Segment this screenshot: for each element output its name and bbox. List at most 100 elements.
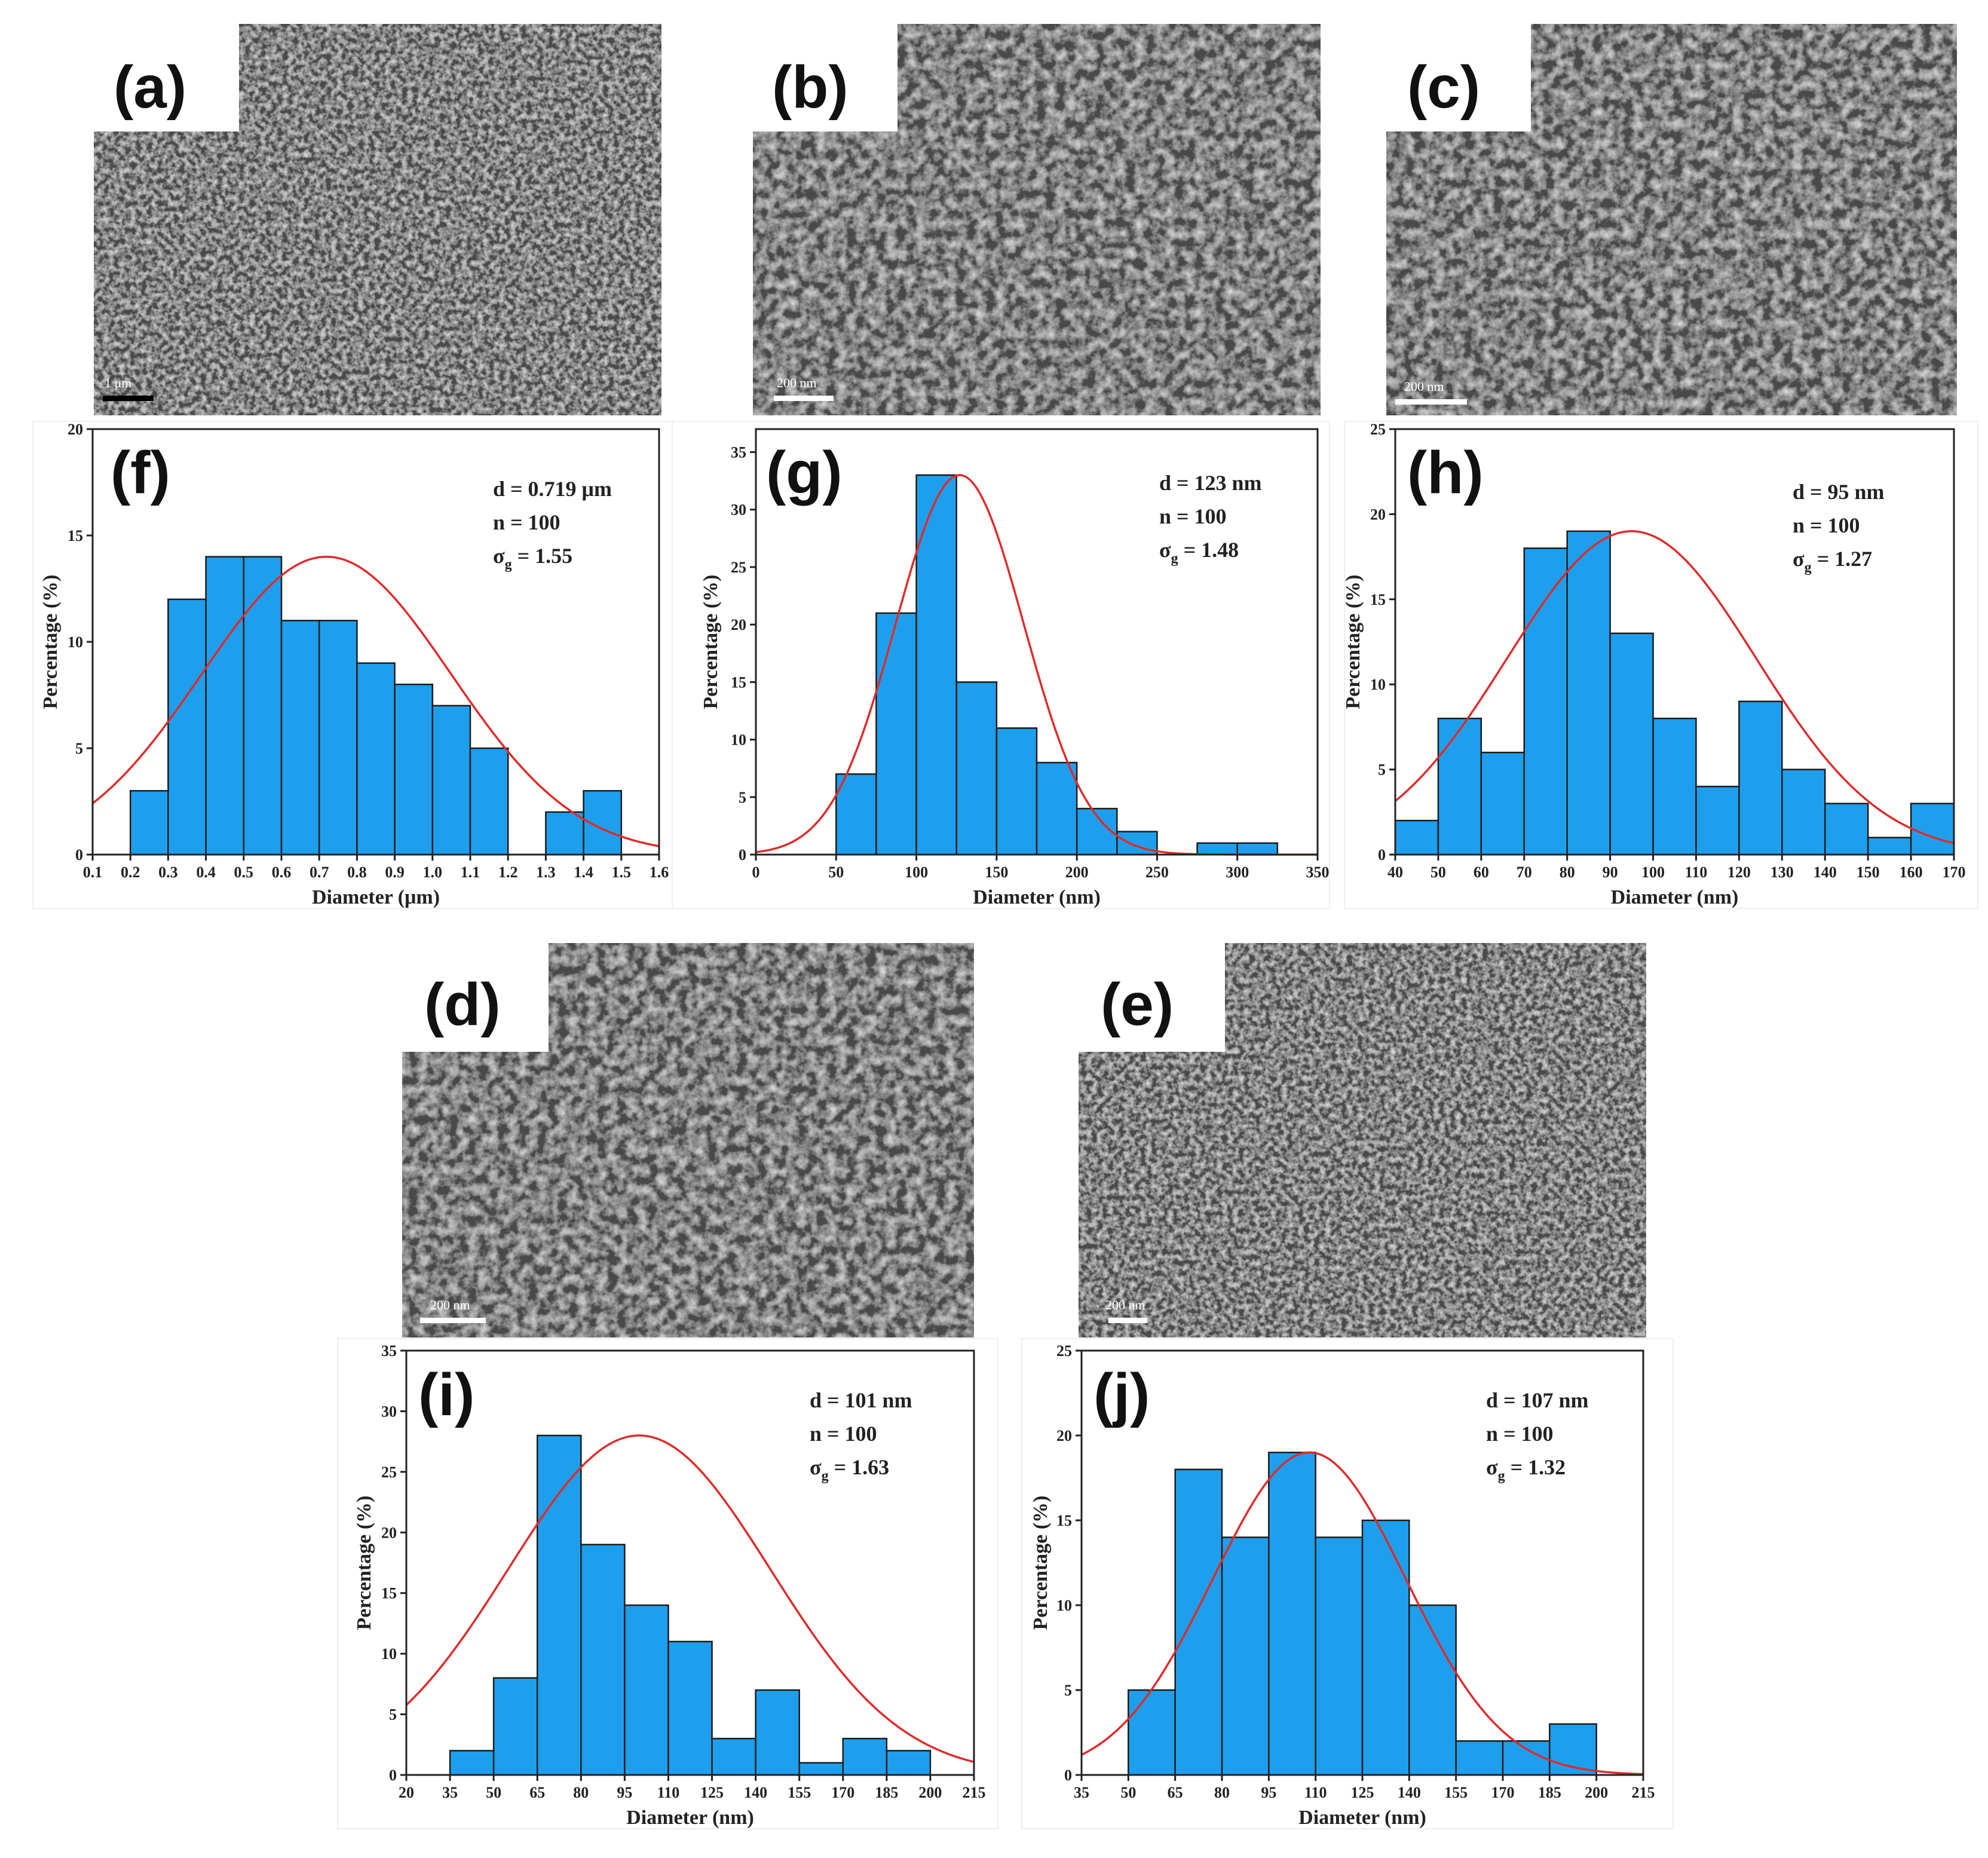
stat-count-j: n = 100: [1486, 1422, 1554, 1446]
panel-label-f: (f): [111, 439, 170, 506]
axes-box-h: [1394, 428, 1955, 856]
x-axis-title-f: Diameter (μm): [312, 886, 440, 908]
chart-frame-h: [1344, 421, 1978, 909]
bar-g-4: [995, 727, 1038, 856]
x-tick-label-h-8: 120: [1727, 864, 1751, 881]
x-tick-label-i-12: 200: [918, 1784, 942, 1801]
fit-curve-f: [91, 555, 660, 847]
x-tick-label-f-10: 1.1: [461, 864, 480, 881]
scale-bar-b: [774, 396, 834, 401]
bar-g-3: [955, 681, 998, 856]
sem-image-d: (d) 200 nm: [399, 938, 974, 1337]
panel-label-j: (j): [1093, 1361, 1150, 1428]
x-tick-label-h-5: 90: [1603, 864, 1618, 881]
x-tick-label-g-1: 50: [828, 864, 844, 881]
bar-h-7: [1695, 785, 1740, 856]
y-tick-label-f-0: 0: [75, 846, 83, 864]
bar-g-1: [875, 612, 917, 856]
x-tick-label-h-13: 170: [1943, 864, 1966, 881]
bar-f-1: [167, 598, 207, 856]
bar-f-0: [129, 789, 169, 856]
axes-box-g: [755, 428, 1319, 856]
scale-bar-e: [1108, 1318, 1147, 1323]
y-tick-label-h-5: 25: [1370, 421, 1386, 438]
x-tick-label-f-11: 1.2: [498, 864, 518, 881]
stat-mean-diameter-f: d = 0.719 μm: [493, 477, 612, 501]
bar-i-4: [624, 1604, 669, 1776]
stat-sigma-symbol-i: σ: [810, 1455, 822, 1479]
stat-sigma-subscript-g: g: [1171, 551, 1178, 567]
x-tick-label-f-4: 0.5: [234, 864, 254, 881]
x-tick-label-f-0: 0.1: [83, 864, 103, 881]
scale-bar-label-c: 200 nm: [1404, 379, 1444, 394]
stat-mean-diameter-j: d = 107 nm: [1486, 1388, 1589, 1412]
y-tick-label-j-5: 25: [1056, 1342, 1072, 1360]
x-tick-label-f-15: 1.6: [650, 864, 669, 881]
x-tick-label-j-3: 80: [1214, 1784, 1230, 1801]
y-axis-title-i: Percentage (%): [353, 1496, 375, 1630]
stat-sigma-j: σg = 1.32: [1486, 1455, 1566, 1484]
panel-label-h: (h): [1407, 439, 1484, 506]
bar-h-3: [1523, 547, 1568, 856]
x-tick-label-j-2: 65: [1168, 1784, 1183, 1801]
bar-j-7: [1455, 1740, 1504, 1776]
y-tick-label-h-4: 20: [1370, 506, 1386, 523]
bar-g-9: [1236, 842, 1279, 856]
x-tick-label-h-9: 130: [1770, 864, 1794, 881]
bar-i-9: [842, 1737, 888, 1776]
stat-count-h: n = 100: [1793, 513, 1860, 537]
y-tick-label-f-3: 15: [68, 527, 83, 544]
scale-bar-a: [103, 396, 154, 401]
bar-h-8: [1738, 700, 1783, 856]
x-tick-label-i-8: 140: [744, 1784, 767, 1801]
bar-h-12: [1910, 803, 1955, 856]
panel-label-d: (d): [424, 971, 501, 1038]
bar-f-3: [243, 556, 283, 856]
x-tick-label-g-7: 350: [1306, 864, 1330, 881]
bar-f-4: [280, 620, 320, 856]
bar-j-3: [1268, 1452, 1316, 1776]
bar-h-4: [1566, 530, 1611, 856]
x-axis-title-g: Diameter (nm): [973, 886, 1101, 908]
stat-sigma-subscript-h: g: [1805, 560, 1812, 576]
stat-sigma-subscript-j: g: [1498, 1468, 1505, 1484]
y-tick-label-i-3: 15: [381, 1585, 397, 1602]
bar-i-3: [580, 1544, 626, 1776]
stat-sigma-subscript-i: g: [822, 1468, 829, 1484]
fit-curve-i: [405, 1434, 975, 1763]
scale-bar-label-a: 1 μm: [105, 375, 131, 390]
bar-i-8: [798, 1762, 844, 1776]
stat-sigma-symbol-j: σ: [1486, 1455, 1498, 1479]
bar-h-11: [1867, 837, 1912, 856]
panel-label-a: (a): [114, 54, 186, 121]
bar-g-5: [1036, 761, 1078, 856]
y-tick-label-g-3: 15: [731, 674, 746, 691]
x-axis-title-i: Diameter (nm): [626, 1807, 754, 1829]
panel-label-c: (c): [1407, 54, 1480, 121]
y-tick-label-h-2: 10: [1370, 676, 1386, 693]
y-tick-label-f-4: 20: [68, 421, 83, 438]
y-tick-label-i-1: 5: [389, 1706, 397, 1724]
sem-image-c: (c) 200 nm: [1382, 18, 1957, 415]
stat-mean-diameter-i: d = 101 nm: [810, 1388, 912, 1412]
x-tick-label-h-6: 100: [1641, 864, 1665, 881]
x-tick-label-i-11: 185: [875, 1784, 898, 1801]
stat-sigma-g: σg = 1.48: [1159, 538, 1239, 567]
stat-sigma-symbol-g: σ: [1159, 538, 1171, 562]
y-tick-label-g-0: 0: [739, 846, 746, 864]
x-tick-label-i-0: 20: [399, 1784, 414, 1801]
sem-image-e: (e) 200 nm: [1076, 938, 1646, 1337]
bar-g-2: [915, 474, 957, 856]
bar-i-0: [449, 1750, 495, 1776]
bar-h-9: [1781, 769, 1826, 856]
x-tick-label-i-9: 155: [788, 1784, 811, 1801]
y-tick-label-i-7: 35: [381, 1342, 397, 1360]
y-tick-label-j-4: 20: [1056, 1427, 1072, 1444]
x-tick-label-j-7: 140: [1398, 1784, 1421, 1801]
x-tick-label-i-3: 65: [529, 1784, 545, 1801]
x-tick-label-f-14: 1.5: [612, 864, 632, 881]
bar-i-10: [886, 1750, 932, 1776]
bar-j-0: [1128, 1689, 1176, 1776]
x-tick-label-j-11: 200: [1585, 1784, 1608, 1801]
stat-sigma-value-i: = 1.63: [829, 1455, 890, 1479]
